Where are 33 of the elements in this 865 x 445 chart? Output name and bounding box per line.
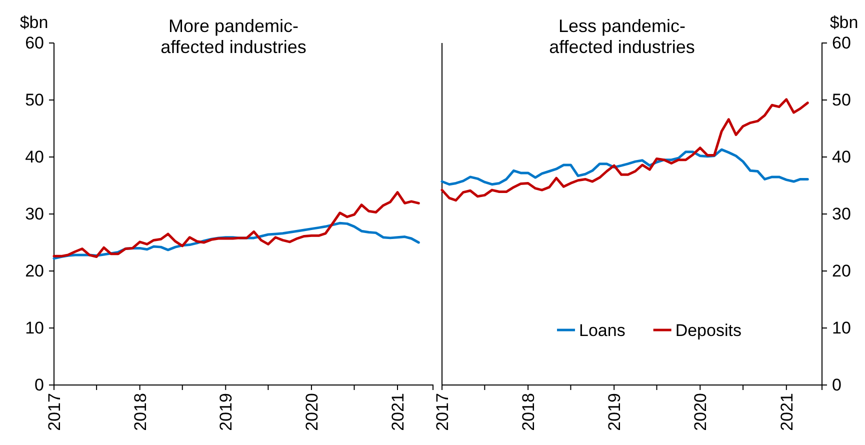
line-series [440,98,809,202]
legend-label: Loans [579,320,626,340]
x-tick-label: 2018 [518,393,538,431]
y-tick-label: 10 [25,318,44,338]
y-tick-label: 30 [25,204,44,224]
y-tick-label: 50 [832,90,851,110]
y-tick-label: 30 [832,204,851,224]
x-tick-label: 2017 [432,393,452,431]
y-tick-label: 40 [832,147,851,166]
x-tick-label: 2018 [130,393,150,431]
y-tick-label: 50 [25,90,44,110]
line-series [440,148,809,186]
y-tick-label: 60 [25,33,44,52]
legend-label: Deposits [675,320,742,340]
y-axis-title: $bn [20,13,48,32]
y-tick-label: 40 [25,147,44,166]
y-tick-label: 10 [832,318,851,338]
x-tick-label: 2020 [691,393,710,431]
line-series [52,191,420,258]
x-tick-label: 2019 [216,393,236,431]
y-tick-label: 20 [832,261,851,280]
y-tick-label: 20 [25,261,44,280]
x-tick-label: 2021 [388,393,408,431]
y-tick-label: 0 [832,375,842,394]
y-tick-label: 60 [832,33,851,52]
x-tick-label: 2017 [44,393,64,431]
chart-title: Less pandemic- affected industries [549,16,695,57]
x-tick-label: 2019 [605,393,624,431]
y-tick-label: 0 [34,375,44,394]
y-axis-title: $bn [830,13,858,32]
x-tick-label: 2021 [777,393,796,431]
chart-title: More pandemic- affected industries [160,16,306,57]
x-tick-label: 2020 [302,393,322,431]
